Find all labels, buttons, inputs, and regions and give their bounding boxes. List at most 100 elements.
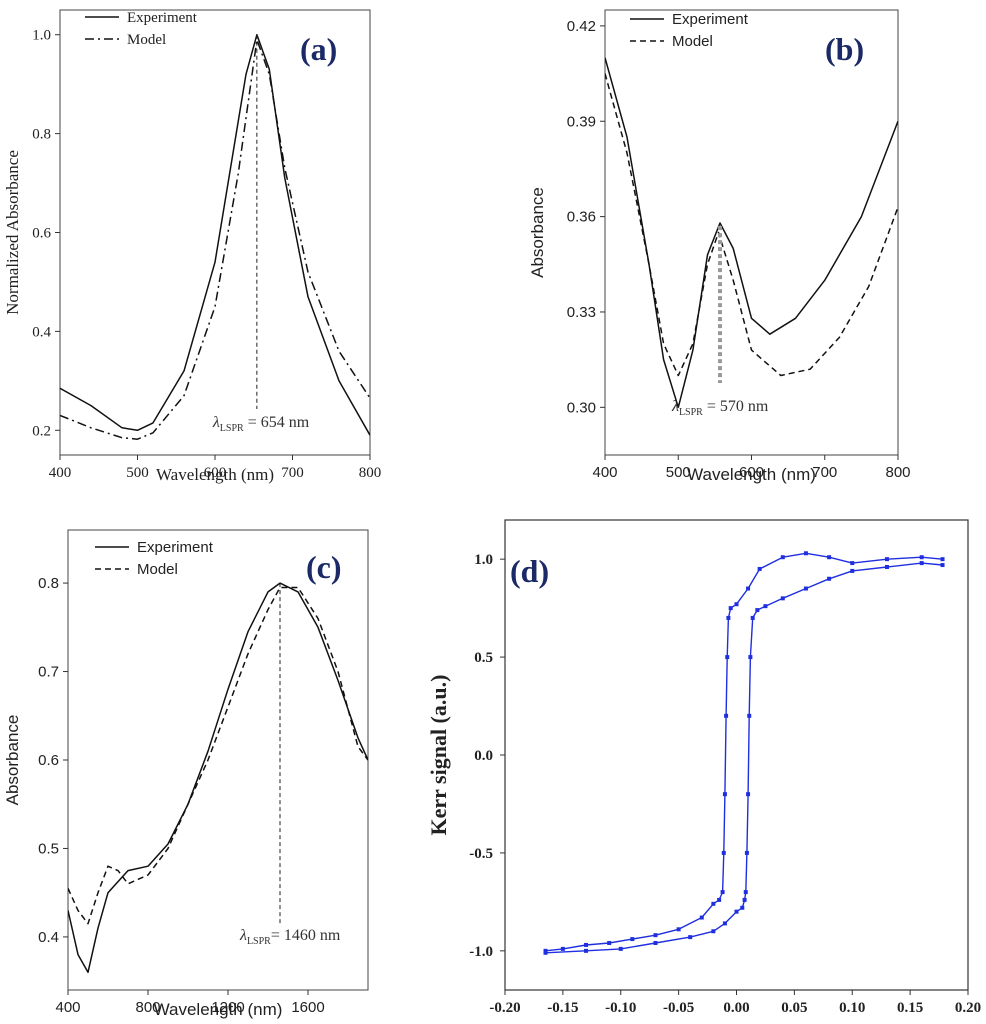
data-point [780, 596, 785, 601]
data-point [919, 555, 924, 560]
data-point [746, 792, 751, 797]
plot-area [605, 57, 898, 409]
panel-label: (a) [300, 31, 337, 67]
data-point [884, 557, 889, 562]
x-tick-label: 500 [126, 465, 149, 481]
data-point [584, 948, 589, 953]
legend-entry: Experiment [672, 11, 749, 28]
data-point [722, 792, 727, 797]
data-point [734, 602, 739, 607]
data-point [763, 604, 768, 609]
data-point [803, 586, 808, 591]
data-point [722, 921, 727, 926]
data-point [725, 655, 730, 660]
data-point [757, 566, 762, 571]
chart-d: -0.20 -0.15 -0.10 -0.05 0.00 0.05 0.10 0.15 0.20… [426, 519, 981, 1024]
series-line-model [68, 586, 368, 925]
plot-frame [59, 9, 371, 456]
y-tick-label: 0.6 [38, 752, 59, 769]
x-tick-label: 800 [359, 465, 382, 481]
data-point [742, 897, 747, 902]
y-axis-label: Kerr signal (a.u.) [426, 675, 451, 836]
x-tick-label: 400 [592, 464, 617, 481]
data-point [653, 941, 658, 945]
x-tick-label: -0.15 [547, 1000, 578, 1016]
x-tick-label: 600 [204, 465, 227, 481]
x-tick-label: 600 [739, 464, 764, 481]
data-point [743, 890, 748, 895]
lspr-annotation: λLSPR = 654 nm [212, 414, 310, 434]
plot-frame [604, 9, 899, 456]
panel-label: (c) [306, 549, 342, 585]
data-point [699, 915, 704, 920]
data-point [711, 929, 716, 934]
x-tick-label: 0.10 [839, 1000, 865, 1016]
panel-label: (b) [825, 31, 864, 67]
lspr-annotation: λLSPR = 570 nm [671, 398, 769, 418]
lspr-subscript: LSPR [679, 407, 703, 418]
y-tick-label: 0.30 [567, 399, 596, 416]
y-tick-label: 0.4 [32, 324, 51, 340]
data-point [744, 850, 749, 855]
x-tick-label: 400 [55, 999, 80, 1016]
chart-a: 400 500 600 700 800 0.2 0.4 0.6 0.8 1.0 Wavelength… [3, 9, 382, 484]
y-tick-label: 0.0 [474, 748, 493, 764]
legend-entry: Model [137, 561, 178, 578]
data-point [618, 946, 623, 951]
data-point [630, 937, 635, 942]
data-point [750, 615, 755, 620]
y-tick-label: 0.7 [38, 664, 59, 681]
series-line-experiment [60, 33, 370, 436]
data-point [940, 563, 945, 568]
y-tick-label: -1.0 [469, 944, 493, 960]
x-tick-label: 800 [885, 464, 910, 481]
data-point [850, 568, 855, 573]
data-point [747, 713, 752, 718]
series-line-experiment [68, 582, 368, 974]
data-point [940, 557, 945, 562]
lspr-symbol: λ [212, 414, 220, 431]
x-tick-label: 800 [135, 999, 160, 1016]
x-axis-label: Wavelength (nm) [156, 465, 274, 484]
series-line-branch-2 [545, 562, 943, 954]
y-tick-label: 0.39 [567, 113, 596, 130]
x-axis-label: μ0H (T) [701, 1020, 772, 1024]
x-tick-label: 400 [49, 465, 72, 481]
data-point [884, 565, 889, 569]
legend-entry: Experiment [127, 10, 198, 26]
x-tick-label: 0.00 [723, 1000, 749, 1016]
data-point [720, 890, 725, 895]
y-tick-label: 0.5 [38, 840, 59, 857]
y-tick-label: 0.36 [567, 209, 596, 226]
data-point [560, 946, 565, 951]
y-tick-label: 0.5 [474, 650, 493, 666]
y-tick-label: 0.8 [38, 575, 59, 592]
x-tick-label: -0.20 [489, 1000, 520, 1016]
data-point [780, 555, 785, 560]
plot-area [68, 582, 368, 974]
panel-label: (d) [510, 553, 549, 589]
y-tick-label: 0.33 [567, 304, 596, 321]
plot-frame [67, 529, 369, 991]
legend-entry: Experiment [137, 539, 214, 556]
legend-entry: Model [672, 33, 713, 50]
data-point [607, 941, 612, 945]
x-tick-label: 0.05 [781, 1000, 807, 1016]
x-tick-label: 1600 [291, 999, 324, 1016]
data-point [746, 586, 751, 591]
data-point [711, 901, 716, 906]
data-point [919, 561, 924, 566]
x-tick-label: 0.20 [955, 1000, 981, 1016]
y-tick-label: 0.2 [32, 423, 51, 439]
data-point [717, 897, 722, 902]
data-point [803, 551, 808, 556]
x-axis-label: Wavelength (nm) [154, 1000, 283, 1019]
x-tick-label: -0.05 [663, 1000, 694, 1016]
x-tick-label: 1200 [211, 999, 244, 1016]
data-point [676, 927, 681, 932]
data-point [584, 942, 589, 947]
y-tick-label: -0.5 [469, 846, 493, 862]
plot-frame [504, 519, 969, 991]
data-point [740, 905, 745, 910]
